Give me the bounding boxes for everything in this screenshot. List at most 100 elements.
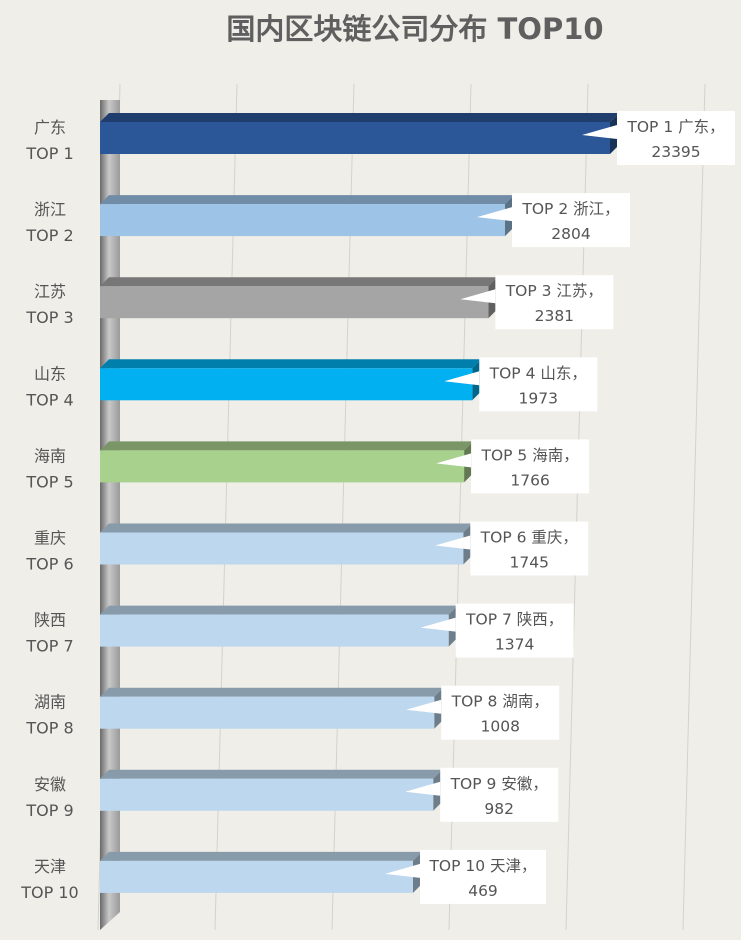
category-label: 广东 <box>34 118 66 137</box>
category-label: 天津 <box>34 857 66 876</box>
bar-top-face <box>100 851 422 861</box>
data-label-name: TOP 6 重庆， <box>480 529 578 547</box>
data-label-box <box>455 603 574 658</box>
gridline <box>682 83 706 931</box>
data-label: TOP 4 山东， 1973 <box>444 357 598 412</box>
bar-top-face <box>100 523 473 533</box>
bar-5 <box>100 441 474 483</box>
rank-label: TOP 5 <box>25 472 73 491</box>
data-label-value: 2381 <box>535 307 574 325</box>
data-label-box <box>440 767 559 822</box>
data-label: TOP 6 重庆， 1745 <box>435 521 589 576</box>
bar-front-face <box>100 778 434 811</box>
bar-6 <box>100 523 473 565</box>
data-label: TOP 1 广东， 23395 <box>582 111 735 165</box>
data-label-name: TOP 8 湖南， <box>451 693 549 711</box>
data-label-value: 1374 <box>495 636 534 654</box>
bar-front-face <box>100 368 473 401</box>
data-label-box <box>470 521 589 576</box>
data-label-name: TOP 1 广东， <box>626 118 724 136</box>
category-label: 湖南 <box>34 693 66 712</box>
rank-label: TOP 6 <box>25 555 73 574</box>
bar-front-face <box>100 286 489 319</box>
category-labels: 广东 TOP 1 浙江 TOP 2 江苏 TOP 3 山东 TOP 4 海南 TOP 5 重庆 TOP… <box>20 118 78 902</box>
rank-label: TOP 10 <box>20 883 78 902</box>
bar-3 <box>100 277 498 319</box>
bar-front-face <box>100 696 435 729</box>
bar-top-face <box>100 359 482 369</box>
bar-top-face <box>100 687 444 697</box>
data-label-name: TOP 9 安徽， <box>450 775 548 793</box>
rank-label: TOP 3 <box>25 308 73 327</box>
data-label-value: 1008 <box>481 718 520 736</box>
rank-label: TOP 9 <box>25 801 73 820</box>
bar-7 <box>100 605 458 647</box>
data-label-name: TOP 10 天津， <box>428 857 536 875</box>
bar-front-face <box>100 614 449 647</box>
data-label-value: 2804 <box>551 225 590 243</box>
data-label-pointer <box>436 453 472 468</box>
data-label-name: TOP 2 浙江， <box>521 200 619 218</box>
data-label-value: 1766 <box>510 471 549 489</box>
bar-top-face <box>100 277 498 287</box>
rank-label: TOP 7 <box>25 637 73 656</box>
category-label: 江苏 <box>34 282 66 301</box>
data-label-pointer <box>420 617 456 632</box>
bar-top-face <box>100 769 443 779</box>
bar-front-face <box>100 450 465 483</box>
data-label-pointer <box>435 535 471 550</box>
data-label-pointer <box>460 289 496 304</box>
data-label-box <box>512 193 630 248</box>
rank-label: TOP 2 <box>25 226 73 245</box>
data-label-value: 23395 <box>651 143 700 161</box>
rank-label: TOP 1 <box>25 144 73 163</box>
data-label-pointer <box>444 371 480 386</box>
bar-top-face <box>100 113 619 122</box>
bar-1 <box>100 113 619 154</box>
bar-top-face <box>100 195 514 205</box>
category-label: 重庆 <box>34 529 66 548</box>
data-label-name: TOP 3 江苏， <box>505 282 603 300</box>
data-label-pointer <box>477 207 512 222</box>
data-label-name: TOP 7 陕西， <box>465 611 563 629</box>
data-label-box <box>479 357 598 412</box>
data-label-box <box>617 111 735 165</box>
data-label-value: 1745 <box>510 554 549 572</box>
bar-2 <box>100 195 514 237</box>
data-label-box <box>420 849 546 904</box>
data-label-value: 469 <box>468 882 498 900</box>
bar-front-face <box>100 860 413 893</box>
bar-top-face <box>100 441 474 451</box>
bar-4 <box>100 359 482 401</box>
data-label-pointer <box>406 699 442 714</box>
data-label: TOP 7 陕西， 1374 <box>420 603 574 658</box>
data-label-box <box>495 275 614 330</box>
bar-front-face <box>100 204 505 237</box>
bar-10 <box>100 851 422 893</box>
bars <box>100 113 619 893</box>
data-label-box <box>471 439 590 494</box>
category-label: 浙江 <box>34 200 66 219</box>
bar-9 <box>100 769 443 811</box>
data-labels: TOP 1 广东， 23395 TOP 2 浙江， 2804 TOP 3 江苏， 2381… <box>385 111 735 904</box>
data-label: TOP 8 湖南， 1008 <box>406 685 560 740</box>
chart-title: 国内区块链公司分布 TOP10 <box>226 12 603 46</box>
data-label-pointer <box>582 125 617 139</box>
bar-front-face <box>100 122 610 154</box>
category-label: 海南 <box>34 446 66 465</box>
data-label: TOP 2 浙江， 2804 <box>477 193 630 248</box>
category-label: 山东 <box>34 364 66 383</box>
category-label: 陕西 <box>34 611 66 630</box>
data-label-pointer <box>405 781 441 796</box>
data-label: TOP 10 天津， 469 <box>385 849 546 904</box>
data-label-pointer <box>385 863 420 878</box>
data-label: TOP 5 海南， 1766 <box>436 439 590 494</box>
bar-top-face <box>100 605 458 615</box>
rank-label: TOP 8 <box>25 719 73 738</box>
bar-8 <box>100 687 444 729</box>
data-label-name: TOP 4 山东， <box>489 364 587 382</box>
data-label-value: 982 <box>484 800 514 818</box>
rank-label: TOP 4 <box>25 390 73 409</box>
data-label-name: TOP 5 海南， <box>480 446 578 464</box>
